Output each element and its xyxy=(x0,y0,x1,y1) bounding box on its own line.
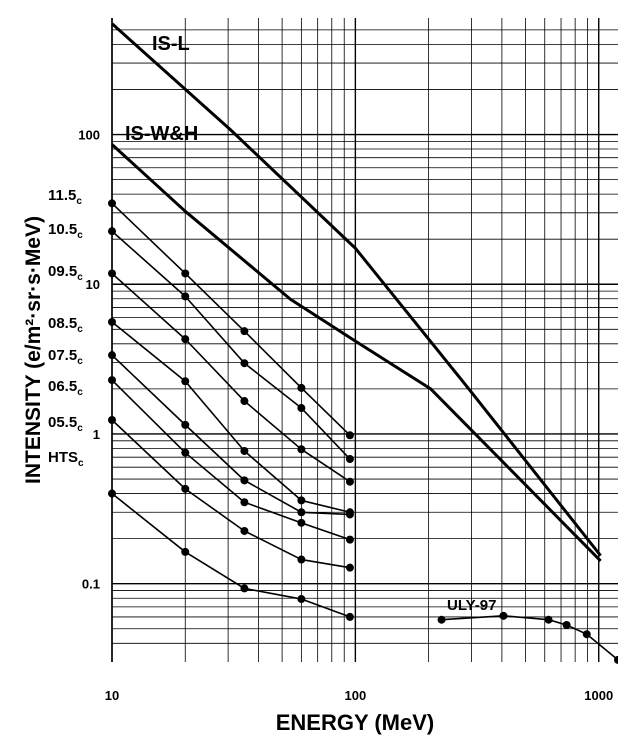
data-point xyxy=(297,518,306,527)
data-point xyxy=(297,595,306,604)
series-name: 05.5 xyxy=(48,414,77,431)
series-subscript: c xyxy=(77,272,83,283)
series-label: IS-L xyxy=(152,33,190,55)
series-name: 06.5 xyxy=(48,378,77,395)
series-line xyxy=(111,202,351,436)
series-label: 11.5c xyxy=(48,187,82,207)
data-point xyxy=(108,489,116,498)
y-tick-label: 100 xyxy=(78,128,100,143)
data-point xyxy=(108,227,116,236)
data-point xyxy=(499,611,508,620)
data-point xyxy=(297,508,306,517)
data-point xyxy=(345,477,354,486)
data-point xyxy=(437,615,446,624)
y-axis-title: INTENSITY (e/m²·sr·s·MeV) xyxy=(22,216,45,484)
data-point xyxy=(297,383,306,392)
data-point xyxy=(240,498,249,507)
data-point xyxy=(108,351,116,360)
data-point xyxy=(181,420,190,429)
data-point xyxy=(297,496,306,505)
series-line xyxy=(111,379,351,541)
series-label: 10.5c xyxy=(48,221,83,241)
series-subscript: c xyxy=(77,387,83,398)
data-point xyxy=(108,199,116,208)
data-point xyxy=(297,445,306,454)
data-point xyxy=(181,448,190,457)
series-label: 05.5c xyxy=(48,414,83,434)
data-point xyxy=(562,620,571,629)
series-line xyxy=(110,22,602,557)
series-name: HTS xyxy=(48,449,78,466)
series-line xyxy=(441,615,618,661)
data-point xyxy=(345,612,354,621)
series-name: 10.5 xyxy=(48,221,77,238)
series-label: 09.5c xyxy=(48,263,83,283)
series-line xyxy=(110,143,602,562)
x-tick-label: 1000 xyxy=(584,688,613,703)
data-point xyxy=(181,292,190,301)
series-subscript: c xyxy=(78,458,84,469)
data-point xyxy=(240,584,249,593)
series-name: 07.5 xyxy=(48,347,77,364)
data-point xyxy=(544,615,553,624)
series-label: ULY-97 xyxy=(447,597,496,614)
series-line xyxy=(111,230,351,460)
series-subscript: c xyxy=(76,196,82,207)
data-point xyxy=(582,630,591,639)
x-tick-label: 10 xyxy=(105,688,119,703)
data-point xyxy=(108,317,116,326)
y-tick-label: 10 xyxy=(86,277,100,292)
data-point xyxy=(345,535,354,544)
series-subscript: c xyxy=(77,230,83,241)
data-point xyxy=(240,359,249,368)
data-point xyxy=(181,269,190,278)
data-point xyxy=(240,397,249,406)
data-point xyxy=(240,446,249,455)
series-subscript: c xyxy=(77,423,83,434)
series-name: IS-W&H xyxy=(125,123,198,145)
series-name: 09.5 xyxy=(48,263,77,280)
data-point xyxy=(240,476,249,485)
data-point xyxy=(181,484,190,493)
data-point xyxy=(181,547,190,556)
data-point xyxy=(345,455,354,464)
data-point xyxy=(108,415,116,424)
series-label: 06.5c xyxy=(48,378,83,398)
y-tick-label: 0.1 xyxy=(82,577,100,592)
series-label: 08.5c xyxy=(48,315,83,335)
y-tick-label: 1 xyxy=(93,427,100,442)
series-subscript: c xyxy=(77,324,83,335)
series-line xyxy=(111,272,351,483)
data-point xyxy=(345,431,354,440)
series-subscript: c xyxy=(77,356,83,367)
series-label: IS-W&H xyxy=(125,123,198,145)
data-point xyxy=(614,655,618,664)
series-name: ULY-97 xyxy=(447,597,496,614)
series-line xyxy=(111,321,351,514)
data-point xyxy=(181,335,190,344)
series-name: IS-L xyxy=(152,33,190,55)
data-point xyxy=(297,404,306,413)
series-name: 08.5 xyxy=(48,315,77,332)
x-axis-title: ENERGY (MeV) xyxy=(276,710,435,735)
data-point xyxy=(108,376,116,385)
data-point xyxy=(240,327,249,336)
data-point xyxy=(297,555,306,564)
series-name: 11.5 xyxy=(48,187,76,204)
x-tick-label: 100 xyxy=(345,688,367,703)
data-point xyxy=(108,269,116,278)
data-point xyxy=(345,563,354,572)
data-point xyxy=(345,510,354,519)
series-label: HTSc xyxy=(48,449,84,469)
data-point xyxy=(181,377,190,386)
series-label: 07.5c xyxy=(48,347,83,367)
data-point xyxy=(240,526,249,535)
